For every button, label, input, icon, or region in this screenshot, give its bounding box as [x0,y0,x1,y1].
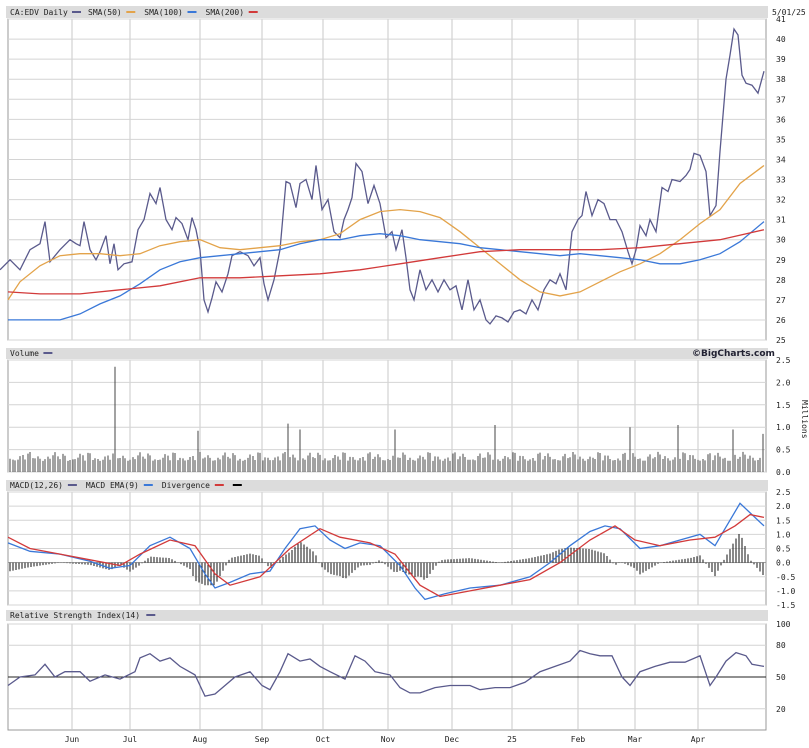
volume-title: Volume [10,349,39,358]
y-tick-label: 0.0 [776,559,791,568]
y-tick-label: 2.0 [776,378,791,387]
y-tick-label: -1.0 [776,587,795,596]
header-date: 5/01/25 [772,8,806,17]
y-tick-label: 26 [776,316,786,325]
legend-label: SMA(100) [144,8,183,17]
y-tick-label: 2.5 [776,488,791,497]
rsi-title: Relative Strength Index(14) [10,611,140,620]
y-tick-label: 34 [776,155,786,164]
y-tick-label: 50 [776,673,786,682]
rsi-series-line [7,649,765,697]
macd-title: MACD(12,26) [10,481,63,490]
panel-rsi: 20 50 80 100 [6,610,791,731]
price-header-bg [6,6,768,18]
y-tick-label: 100 [776,620,791,629]
y-tick-label: 27 [776,296,786,305]
price-series-line [0,27,765,325]
price-header: CA:EDV Daily 5/01/25 [6,6,806,18]
y-tick-label: 38 [776,75,786,84]
legend-label: SMA(200) [206,8,245,17]
x-tick-label: Oct [316,735,331,744]
legend-label: SMA(50) [88,8,122,17]
y-tick-label: 20 [776,705,786,714]
y-tick-label: 1.5 [776,516,791,525]
y-tick-label: -0.5 [776,573,795,582]
y-tick-label: 1.0 [776,530,791,539]
x-tick-label: Jul [123,735,138,744]
x-tick-label: 25 [507,735,517,744]
symbol-label: CA:EDV Daily [10,8,68,17]
macd-header-bg [6,480,768,491]
price-series-line [8,221,765,321]
panel-volume: 0.0 0.5 1.0 1.5 2.0 2.5 [6,348,791,477]
y-tick-label: 1.5 [776,401,791,410]
y-tick-label: 0.5 [776,545,791,554]
macd-series-line [7,513,765,598]
y-tick-label: 2.5 [776,356,791,365]
y-tick-label: 0.0 [776,468,791,477]
legend-label: Divergence [162,481,210,490]
panel-macd: -1.5 -1.0 -0.5 0.0 0.5 1.0 1.5 2.0 2.5 [6,480,795,610]
y-tick-label: 41 [776,15,786,24]
y-tick-label: 30 [776,236,786,245]
panel-price: 25 26 27 28 29 30 31 32 33 34 35 36 37 38 39 40 41 [7,15,786,345]
y-tick-label: 80 [776,641,786,650]
rsi-header-bg [6,610,768,621]
brand-label: ©BigCharts.com [692,349,775,359]
y-tick-label: 0.5 [776,446,791,455]
x-tick-label: Apr [691,735,706,744]
price-series-line [7,164,765,301]
x-tick-label: Nov [381,735,396,744]
legend-label: MACD EMA(9) [86,481,139,490]
y-tick-label: 28 [776,276,786,285]
volume-header-bg [6,348,768,359]
y-tick-label: 35 [776,135,786,144]
volume-ylabel: Millions [800,400,809,439]
y-tick-label: 31 [776,216,786,225]
y-tick-label: 1.0 [776,423,791,432]
y-tick-label: 39 [776,55,786,64]
y-tick-label: 29 [776,256,786,265]
x-tick-label: Jun [65,735,80,744]
y-tick-label: 2.0 [776,502,791,511]
y-tick-label: 37 [776,95,786,104]
y-tick-label: -1.5 [776,601,795,610]
volume-frame [7,359,767,473]
y-tick-label: 33 [776,176,786,185]
x-tick-label: Aug [193,735,208,744]
x-tick-label: Sep [255,735,270,744]
x-tick-label: Mar [628,735,643,744]
y-tick-label: 36 [776,115,786,124]
y-tick-label: 40 [776,35,786,44]
x-tick-label: Feb [571,735,586,744]
x-tick-label: Dec [445,735,460,744]
y-tick-label: 25 [776,336,786,345]
price-series-line [7,229,765,295]
y-tick-label: 32 [776,196,786,205]
